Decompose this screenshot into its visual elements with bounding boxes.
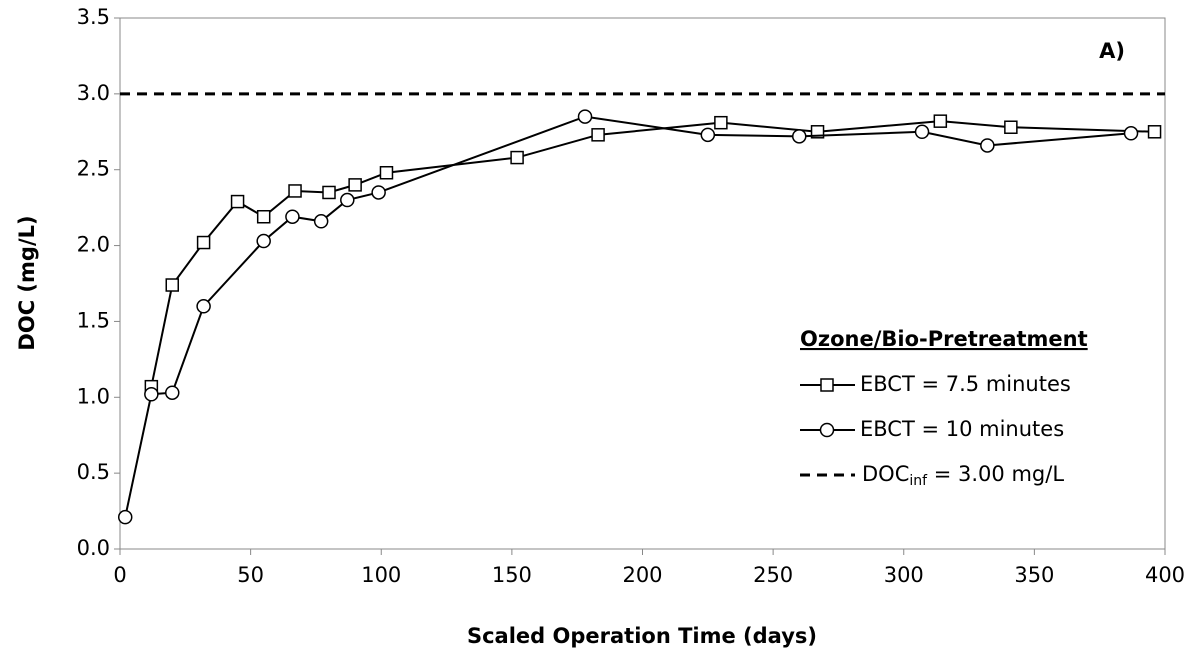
series-line [150,120,1155,387]
x-tick-label: 250 [753,563,793,587]
annotation: A) [1099,39,1125,63]
data-point [510,150,524,165]
x-axis-label: Scaled Operation Time (days) [467,624,817,648]
y-tick-label: 1.0 [77,384,110,408]
legend-title: Ozone/Bio-Pretreatment [800,327,1088,351]
y-tick-label: 3.0 [77,81,110,105]
data-point [714,115,728,130]
data-point [577,109,593,124]
y-tick-label: 2.5 [77,157,110,181]
y-tick-label: 1.5 [77,308,110,332]
x-tick-label: 0 [113,563,126,587]
y-axis-label: DOC (mg/L) [15,215,39,350]
x-tick-label: 200 [622,563,662,587]
data-point [285,209,300,224]
data-point [591,128,605,142]
data-point [196,299,211,314]
legend-label: EBCT = 10 minutes [860,417,1064,441]
legend-label-part: = 3.00 mg/L [927,462,1064,486]
legend-label-part: inf [909,473,928,489]
legend-label: DOCinf = 3.00 mg/L [862,462,1064,489]
data-point [980,138,995,153]
data-point [379,165,394,180]
y-tick-label: 3.5 [77,5,110,29]
data-point [322,185,336,200]
legend-label: EBCT = 7.5 minutes [860,372,1071,396]
data-point [914,124,930,140]
data-point [1147,125,1162,139]
x-tick-label: 100 [361,563,401,587]
data-point [1123,126,1139,141]
series-line [124,115,1132,518]
y-tick-label: 0.0 [77,536,110,560]
data-point [340,192,355,208]
data-point [371,185,386,200]
data-point [256,209,271,224]
data-point [196,235,211,250]
data-point [288,184,302,198]
y-tick-label: 0.5 [77,460,110,484]
x-tick-label: 50 [237,563,264,587]
x-tick-label: 300 [884,563,924,587]
data-point [1004,120,1018,134]
data-point [165,385,180,400]
x-tick-label: 350 [1014,563,1054,587]
data-point [792,129,807,144]
data-point [348,178,362,192]
x-tick-label: 400 [1145,563,1185,587]
data-point [165,278,179,292]
data-point [933,114,948,128]
data-point [117,509,133,525]
legend-marker [820,378,834,392]
legend-marker [819,422,835,438]
x-tick-label: 150 [492,563,532,587]
y-tick-label: 2.0 [77,233,110,257]
data-point [144,387,159,402]
data-point [700,127,716,143]
data-point [230,194,245,209]
data-point [313,214,329,229]
data-point [256,233,271,249]
legend-label-part: DOC [862,462,909,486]
